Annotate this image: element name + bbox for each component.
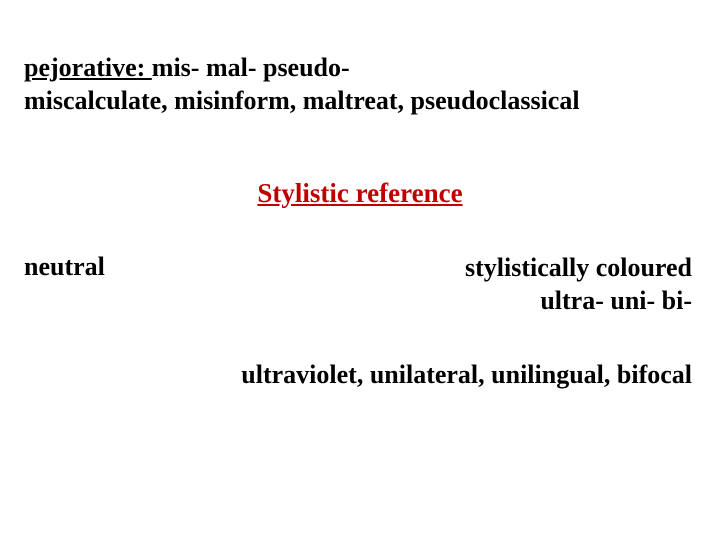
stylistic-heading-text: Stylistic reference [257, 178, 462, 208]
coloured-examples: ultraviolet, unilateral, unilingual, bif… [32, 360, 692, 390]
coloured-block: stylistically coloured ultra- uni- bi- [465, 252, 692, 317]
coloured-prefixes: ultra- uni- bi- [540, 286, 692, 315]
stylistic-heading: Stylistic reference [0, 178, 720, 209]
slide: pejorative: mis- mal- pseudo- miscalcula… [0, 0, 720, 540]
coloured-label: stylistically coloured [465, 253, 692, 282]
pejorative-prefixes: mis- mal- pseudo- [152, 53, 350, 82]
pejorative-label: pejorative: [24, 53, 152, 82]
pejorative-examples: miscalculate, misinform, maltreat, pseud… [24, 86, 580, 115]
pejorative-block: pejorative: mis- mal- pseudo- miscalcula… [24, 52, 684, 117]
neutral-label: neutral [24, 252, 105, 282]
